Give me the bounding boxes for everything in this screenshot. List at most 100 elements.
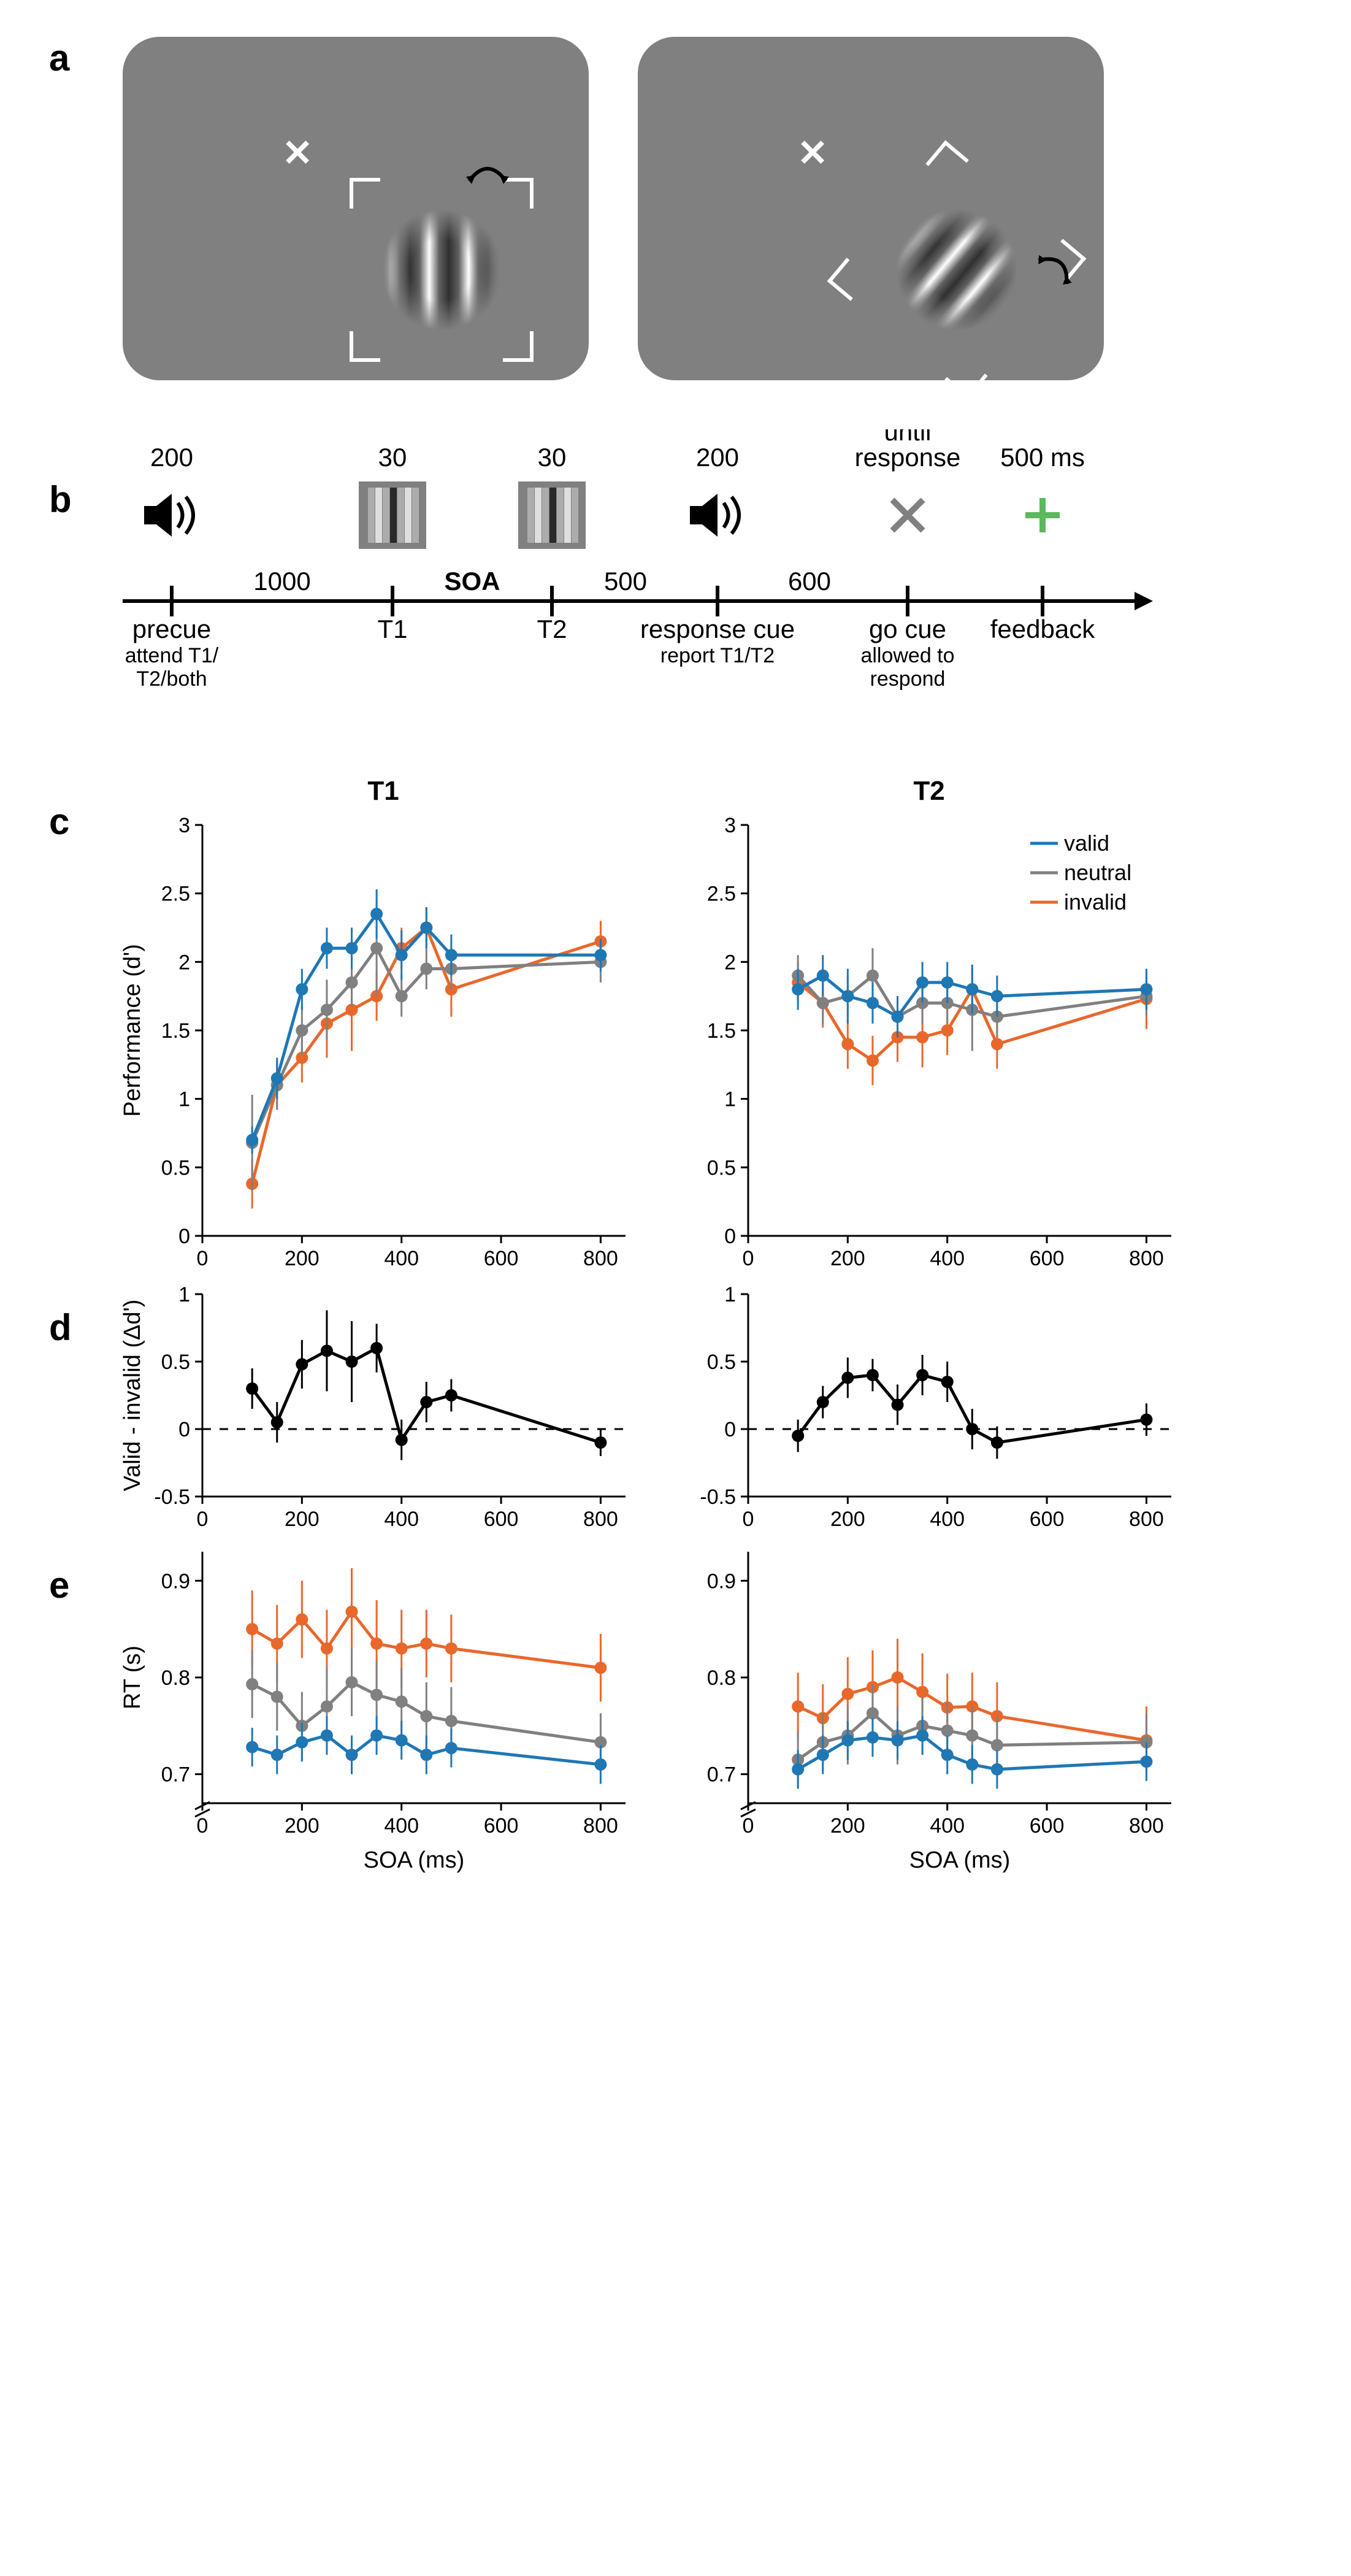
svg-text:0: 0 [743, 1247, 754, 1270]
svg-text:T1: T1 [377, 615, 407, 643]
svg-text:800: 800 [583, 1508, 618, 1531]
svg-text:0.5: 0.5 [707, 1156, 736, 1179]
timeline: 200precueattend T1/T2/both100030T1SOA30T… [123, 429, 1153, 739]
fixation-cross-2: ✕ [797, 135, 828, 172]
svg-text:T2: T2 [537, 615, 567, 643]
svg-text:400: 400 [930, 1247, 965, 1270]
fixation-cross-1: ✕ [282, 135, 313, 172]
svg-text:0: 0 [197, 1814, 209, 1838]
svg-text:0: 0 [178, 1225, 190, 1248]
gabor-patch-1 [380, 209, 503, 331]
svg-text:0: 0 [197, 1508, 209, 1531]
panel-d: d -0.500.510200400600800Valid - invalid … [49, 1282, 1302, 1539]
svg-text:1000: 1000 [253, 567, 310, 596]
svg-text:600: 600 [484, 1814, 519, 1838]
chart-e-t2: 0.7 0.8 0.9 0 200 400 600 800 SOA (ms) [668, 1539, 1190, 1883]
panel-e-label: e [49, 1565, 69, 1606]
svg-text:0.9: 0.9 [707, 1570, 736, 1593]
svg-text:SOA (ms): SOA (ms) [909, 1847, 1011, 1873]
svg-text:respond: respond [870, 667, 946, 691]
svg-text:0: 0 [178, 1418, 190, 1441]
svg-text:-0.5: -0.5 [700, 1485, 736, 1509]
svg-text:0.7: 0.7 [707, 1763, 736, 1787]
svg-text:600: 600 [1030, 1814, 1065, 1838]
panel-c: c T1 00.511.522.530200400600800Performan… [49, 776, 1302, 1282]
svg-text:neutral: neutral [1064, 860, 1131, 885]
svg-text:600: 600 [484, 1247, 519, 1270]
chart-c-t1: 00.511.522.530200400600800Performance (d… [123, 813, 644, 1279]
panel-b-label: b [49, 479, 72, 520]
svg-text:200: 200 [285, 1247, 320, 1270]
chart-d-t1: -0.500.510200400600800Valid - invalid (Δ… [123, 1282, 644, 1539]
svg-text:1: 1 [724, 1088, 736, 1111]
svg-text:0.8: 0.8 [161, 1666, 190, 1690]
svg-text:2.5: 2.5 [707, 883, 736, 906]
svg-text:response cue: response cue [640, 615, 795, 643]
svg-text:Performance (d'): Performance (d') [123, 944, 145, 1117]
stimulus-row: ✕ ✕ [123, 37, 1104, 380]
svg-text:200: 200 [830, 1814, 865, 1838]
svg-text:200: 200 [150, 443, 193, 472]
svg-text:400: 400 [384, 1508, 419, 1531]
svg-text:invalid: invalid [1064, 889, 1127, 914]
svg-text:0.8: 0.8 [707, 1666, 736, 1690]
panel-e: e 0.70.80.90200400600800RT (s)SOA (ms) 0… [49, 1539, 1302, 1883]
svg-text:600: 600 [1030, 1508, 1065, 1531]
stimulus-screen-2: ✕ [638, 37, 1104, 380]
svg-text:1: 1 [178, 1088, 190, 1111]
chart-e-t1: 0.70.80.90200400600800RT (s)SOA (ms) [123, 1539, 644, 1883]
svg-text:go cue: go cue [869, 615, 946, 643]
tilt-arrow-1 [463, 159, 512, 196]
svg-text:500 ms: 500 ms [1000, 443, 1085, 472]
stimulus-screen-1: ✕ [123, 37, 589, 380]
svg-text:SOA (ms): SOA (ms) [364, 1847, 465, 1873]
svg-text:valid: valid [1064, 830, 1109, 856]
svg-text:0: 0 [724, 1418, 736, 1441]
figure: a ✕ ✕ [49, 37, 1302, 1883]
t1-title: T1 [123, 776, 644, 807]
svg-text:-0.5: -0.5 [154, 1485, 190, 1509]
svg-text:800: 800 [1129, 1247, 1164, 1270]
svg-text:1.5: 1.5 [161, 1019, 190, 1043]
svg-text:feedback: feedback [990, 615, 1095, 643]
svg-text:30: 30 [378, 443, 407, 472]
svg-text:0.7: 0.7 [161, 1763, 190, 1787]
svg-text:800: 800 [1129, 1508, 1164, 1531]
panel-a: a ✕ ✕ [49, 37, 1302, 380]
svg-text:600: 600 [484, 1508, 519, 1531]
svg-text:T2/both: T2/both [136, 667, 207, 691]
svg-text:Valid - invalid (Δd'): Valid - invalid (Δd') [123, 1300, 145, 1492]
svg-text:0.5: 0.5 [161, 1351, 190, 1374]
svg-text:0: 0 [724, 1225, 736, 1248]
gabor-patch-2 [870, 183, 1043, 356]
panel-b: b 200precueattend T1/T2/both100030T1SOA3… [49, 429, 1302, 739]
svg-text:response: response [855, 443, 961, 472]
svg-text:600: 600 [788, 567, 831, 596]
svg-text:800: 800 [1129, 1814, 1164, 1838]
svg-text:2: 2 [178, 951, 190, 974]
panel-d-label: d [49, 1307, 72, 1348]
svg-text:800: 800 [583, 1247, 618, 1270]
svg-text:30: 30 [538, 443, 567, 472]
svg-text:precue: precue [132, 615, 211, 643]
svg-text:200: 200 [696, 443, 739, 472]
svg-text:400: 400 [384, 1247, 419, 1270]
svg-text:2: 2 [724, 951, 736, 974]
svg-text:0: 0 [743, 1814, 754, 1838]
svg-text:400: 400 [930, 1814, 965, 1838]
svg-text:0.9: 0.9 [161, 1570, 190, 1593]
panel-a-label: a [49, 37, 69, 79]
svg-text:400: 400 [930, 1508, 965, 1531]
svg-text:200: 200 [830, 1247, 865, 1270]
svg-text:1: 1 [178, 1283, 190, 1306]
svg-text:allowed to: allowed to [860, 644, 954, 667]
svg-text:report T1/T2: report T1/T2 [660, 644, 775, 667]
svg-text:0: 0 [743, 1508, 754, 1531]
svg-text:0.5: 0.5 [161, 1156, 190, 1179]
svg-text:600: 600 [1030, 1247, 1065, 1270]
svg-text:1.5: 1.5 [707, 1019, 736, 1043]
svg-text:0.5: 0.5 [707, 1351, 736, 1374]
svg-text:attend T1/: attend T1/ [125, 644, 219, 667]
svg-text:200: 200 [285, 1814, 320, 1838]
svg-text:400: 400 [384, 1814, 419, 1838]
